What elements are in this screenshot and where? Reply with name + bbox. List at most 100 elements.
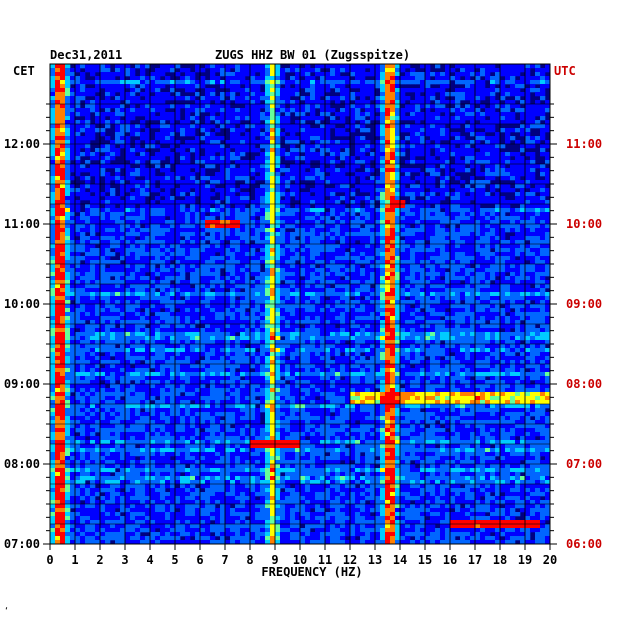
heatmap-cell xyxy=(245,284,251,289)
heatmap-cell xyxy=(215,96,221,101)
heatmap-cell xyxy=(190,132,196,137)
heatmap-cell xyxy=(130,272,136,277)
heatmap-cell xyxy=(520,160,526,165)
heatmap-cell xyxy=(330,120,336,125)
heatmap-cell xyxy=(485,92,491,97)
heatmap-cell xyxy=(160,84,166,89)
heatmap-cell xyxy=(440,284,446,289)
heatmap-cell xyxy=(530,80,536,85)
heatmap-cell xyxy=(425,220,431,225)
heatmap-cell xyxy=(200,100,206,105)
heatmap-cell xyxy=(410,148,416,153)
heatmap-cell xyxy=(285,136,291,141)
heatmap-cell xyxy=(235,156,241,161)
heatmap-cell xyxy=(60,204,66,209)
heatmap-cell xyxy=(180,208,186,213)
heatmap-cell xyxy=(140,212,146,217)
heatmap-cell xyxy=(520,216,526,221)
heatmap-cell xyxy=(140,296,146,301)
heatmap-cell xyxy=(265,156,271,161)
heatmap-cell xyxy=(370,152,376,157)
heatmap-cell xyxy=(470,152,476,157)
left-timezone-label: CET xyxy=(13,64,35,78)
heatmap-cell xyxy=(380,252,386,257)
heatmap-cell xyxy=(320,272,326,277)
heatmap-cell xyxy=(450,240,456,245)
heatmap-cell xyxy=(370,292,376,297)
heatmap-cell xyxy=(340,224,346,229)
heatmap-cell xyxy=(335,72,341,77)
heatmap-cell xyxy=(80,272,86,277)
heatmap-cell xyxy=(85,240,91,245)
heatmap-cell xyxy=(235,256,241,261)
heatmap-cell xyxy=(510,116,516,121)
heatmap-cell xyxy=(325,204,331,209)
heatmap-cell xyxy=(175,276,181,281)
heatmap-cell xyxy=(500,172,506,177)
heatmap-cell xyxy=(540,72,546,77)
heatmap-cell xyxy=(545,64,551,69)
heatmap-cell xyxy=(250,104,256,109)
heatmap-cell xyxy=(185,232,191,237)
heatmap-cell xyxy=(490,68,496,73)
heatmap-cell xyxy=(210,252,216,257)
heatmap-cell xyxy=(505,168,511,173)
heatmap-cell xyxy=(300,168,306,173)
heatmap-cell xyxy=(300,136,306,141)
heatmap-cell xyxy=(275,268,281,273)
heatmap-cell xyxy=(490,232,496,237)
heatmap-cell xyxy=(305,252,311,257)
heatmap-cell xyxy=(545,236,551,241)
heatmap-cell xyxy=(175,172,181,177)
heatmap-cell xyxy=(390,192,396,197)
heatmap-cell xyxy=(425,84,431,89)
heatmap-cell xyxy=(375,176,381,181)
heatmap-cell xyxy=(535,268,541,273)
heatmap-cell xyxy=(315,256,321,261)
heatmap-cell xyxy=(335,84,341,89)
heatmap-cell xyxy=(365,268,371,273)
heatmap-cell xyxy=(70,252,76,257)
heatmap-cell xyxy=(440,80,446,85)
heatmap-cell xyxy=(75,68,81,73)
heatmap-cell xyxy=(405,248,411,253)
heatmap-cell xyxy=(250,160,256,165)
heatmap-cell xyxy=(495,232,501,237)
heatmap-cell xyxy=(540,228,546,233)
heatmap-cell xyxy=(140,136,146,141)
heatmap-cell xyxy=(110,216,116,221)
heatmap-cell xyxy=(205,260,211,265)
heatmap-cell xyxy=(395,120,401,125)
heatmap-cell xyxy=(425,96,431,101)
heatmap-cell xyxy=(240,72,246,77)
heatmap-cell xyxy=(535,184,541,189)
heatmap-cell xyxy=(320,276,326,281)
heatmap-cell xyxy=(185,76,191,81)
heatmap-cell xyxy=(65,148,71,153)
heatmap-cell xyxy=(235,232,241,237)
heatmap-cell xyxy=(200,296,206,301)
heatmap-cell xyxy=(480,272,486,277)
heatmap-cell xyxy=(220,144,226,149)
heatmap-cell xyxy=(65,292,71,297)
heatmap-cell xyxy=(200,68,206,73)
heatmap-cell xyxy=(355,204,361,209)
heatmap-cell xyxy=(355,68,361,73)
heatmap-cell xyxy=(355,64,361,69)
heatmap-cell xyxy=(405,216,411,221)
heatmap-cell xyxy=(265,192,271,197)
heatmap-cell xyxy=(385,144,391,149)
heatmap-cell xyxy=(325,84,331,89)
heatmap-cell xyxy=(210,140,216,145)
heatmap-cell xyxy=(265,180,271,185)
heatmap-cell xyxy=(95,80,101,85)
heatmap-cell xyxy=(380,116,386,121)
heatmap-cell xyxy=(80,108,86,113)
heatmap-cell xyxy=(385,80,391,85)
heatmap-cell xyxy=(305,76,311,81)
heatmap-cell xyxy=(110,144,116,149)
heatmap-cell xyxy=(165,240,171,245)
heatmap-cell xyxy=(510,296,516,301)
heatmap-cell xyxy=(190,108,196,113)
heatmap-cell xyxy=(235,152,241,157)
